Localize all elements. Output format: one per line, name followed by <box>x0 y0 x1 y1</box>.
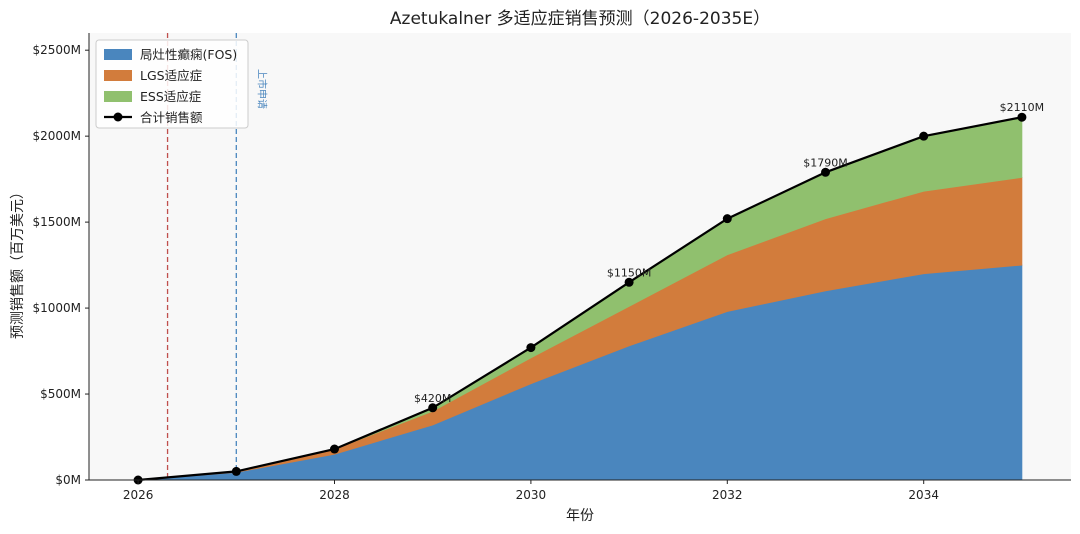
legend-total-marker <box>113 112 123 122</box>
y-tick-label-1500: $1500M <box>32 215 81 229</box>
legend-label-1: 局灶性癫痫(FOS) <box>140 47 237 62</box>
y-tick-label-2500: $2500M <box>32 43 81 57</box>
total-point-2031 <box>624 277 634 287</box>
y-tick-label-0: $0M <box>55 473 81 487</box>
total-series <box>133 112 1027 485</box>
legend-swatch-2 <box>104 70 132 81</box>
y-axis-title: 预测销售额（百万美元） <box>10 185 26 339</box>
total-point-2027 <box>231 466 241 476</box>
y-tick-label-500: $500M <box>40 387 81 401</box>
data-label-2035: $2110M <box>1000 101 1044 114</box>
x-tick-label-2026: 2026 <box>123 488 154 502</box>
data-label-2029: $420M <box>414 392 452 405</box>
y-tick-label-2000: $2000M <box>32 129 81 143</box>
chart-title: Azetukalner 多适应症销售预测（2026-2035E） <box>390 9 770 29</box>
x-tick-label-2032: 2032 <box>712 488 743 502</box>
legend-label-total: 合计销售额 <box>140 110 203 125</box>
total-point-2028 <box>330 444 339 454</box>
total-point-2035 <box>1017 112 1027 122</box>
legend-box <box>95 39 249 129</box>
total-point-2034 <box>919 131 929 141</box>
legend-swatch-1 <box>104 49 132 60</box>
axes: 2026 2028 2030 2032 2034 $0M $500M $1000M $1500M… <box>32 33 1071 502</box>
data-label-2031: $1150M <box>607 266 651 279</box>
legend-label-2: LGS适应症 <box>140 68 202 83</box>
x-tick-label-2034: 2034 <box>908 488 939 502</box>
total-line <box>138 116 1023 482</box>
legend-label-3: ESS适应症 <box>140 89 201 104</box>
y-tick-label-1000: $1000M <box>32 301 81 315</box>
legend-swatch-3 <box>104 91 132 102</box>
total-point-2030 <box>526 343 536 353</box>
total-point-2032 <box>722 214 732 224</box>
x-tick-label-2028: 2028 <box>319 488 350 502</box>
x-tick-label-2030: 2030 <box>516 488 547 502</box>
total-point-2033 <box>821 167 830 177</box>
x-axis-title: 年份 <box>566 508 594 524</box>
data-labels: $420M $1150M $1790M $2110M <box>414 101 1044 405</box>
data-label-2033: $1790M <box>803 156 847 169</box>
total-point-2029 <box>428 403 438 413</box>
vertical-line-label-2: 上市申请 <box>255 69 268 109</box>
